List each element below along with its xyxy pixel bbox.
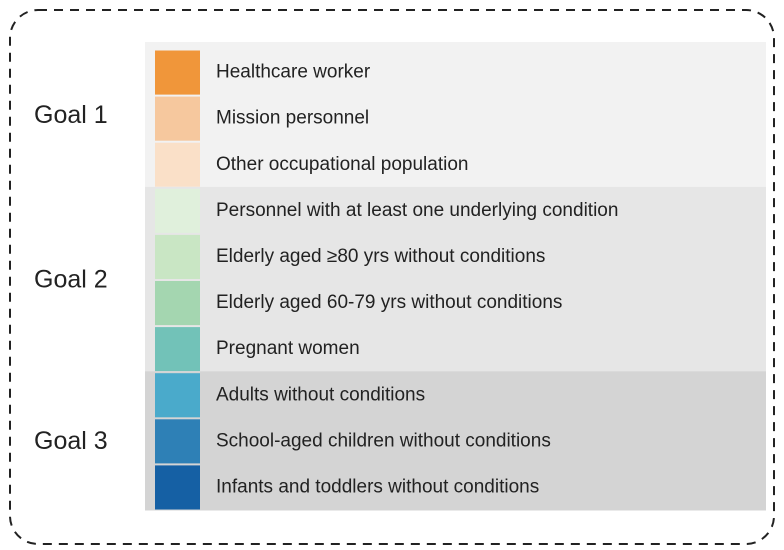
swatch: [155, 188, 200, 233]
item-label: School-aged children without conditions: [216, 430, 551, 451]
goal-label: Goal 3: [34, 427, 108, 455]
item-label: Mission personnel: [216, 108, 369, 129]
swatch: [155, 327, 200, 372]
item-label: Pregnant women: [216, 338, 360, 359]
swatch: [155, 419, 200, 464]
item-label: Adults without conditions: [216, 384, 425, 405]
item-label: Infants and toddlers without conditions: [216, 476, 539, 497]
dashed-frame: [9, 9, 775, 545]
swatch: [155, 142, 200, 187]
swatch: [155, 96, 200, 141]
swatch: [155, 281, 200, 326]
swatch: [155, 373, 200, 418]
item-label: Elderly aged 60-79 yrs without condition…: [216, 292, 562, 313]
swatch: [155, 50, 200, 95]
group-panel: [145, 42, 766, 187]
goal-label: Goal 1: [34, 101, 108, 129]
item-label: Elderly aged ≥80 yrs without conditions: [216, 246, 545, 267]
group-panel: [145, 186, 766, 372]
group-panel: [145, 371, 766, 511]
item-label: Healthcare worker: [216, 62, 371, 83]
goal-label: Goal 2: [34, 266, 108, 294]
item-label: Personnel with at least one underlying c…: [216, 200, 618, 221]
swatch: [155, 465, 200, 510]
swatch: [155, 234, 200, 279]
item-label: Other occupational population: [216, 154, 468, 175]
